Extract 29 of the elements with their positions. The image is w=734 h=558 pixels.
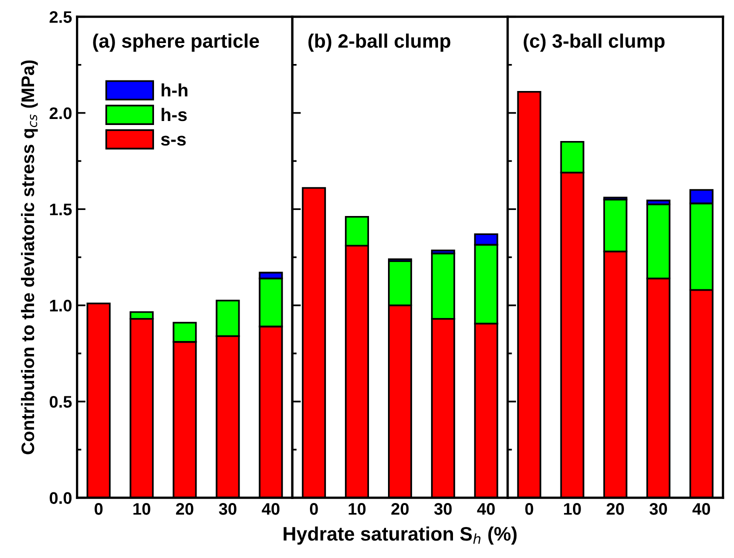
y-tick-label: 0.5 xyxy=(50,396,72,408)
x-tick-label: 20 xyxy=(176,503,194,515)
x-tick-label: 10 xyxy=(133,503,150,515)
x-tick-label: 0 xyxy=(310,503,318,515)
x-tick-label: 0 xyxy=(525,503,534,515)
x-tick-label: 10 xyxy=(564,503,581,515)
legend-label: h-s xyxy=(162,108,187,122)
y-tick-label: 1.5 xyxy=(50,204,72,216)
x-tick-label: 20 xyxy=(391,503,409,515)
x-tick-label: 20 xyxy=(606,503,624,515)
text: (a) sphere particle xyxy=(93,34,259,52)
x-tick-label: 30 xyxy=(434,503,452,515)
x-axis-title: Hydrate saturation S$_{h}$ (%) xyxy=(284,526,517,545)
legend-label: h-h xyxy=(162,83,188,96)
y-tick-label: 0.0 xyxy=(50,492,72,504)
x-tick-label: 40 xyxy=(692,503,710,515)
x-tick-label: 0 xyxy=(94,503,103,515)
text: (c) 3-ball clump xyxy=(524,34,665,52)
x-tick-label: 30 xyxy=(218,503,236,515)
y-tick-label: 1.0 xyxy=(50,300,72,312)
y-axis-title: Contribution to the deviatoric stress q$_{cs}$ (MPa) xyxy=(20,60,38,454)
text: (b) 2-ball clump xyxy=(308,34,450,52)
y-tick-label: 2.0 xyxy=(50,107,72,120)
x-tick-label: 30 xyxy=(650,503,667,515)
x-tick-label: 10 xyxy=(348,503,366,515)
y-tick-label: 2.5 xyxy=(50,11,72,23)
x-tick-label: 40 xyxy=(262,503,280,515)
x-tick-label: 40 xyxy=(477,503,495,515)
legend-label: s-s xyxy=(161,136,186,146)
